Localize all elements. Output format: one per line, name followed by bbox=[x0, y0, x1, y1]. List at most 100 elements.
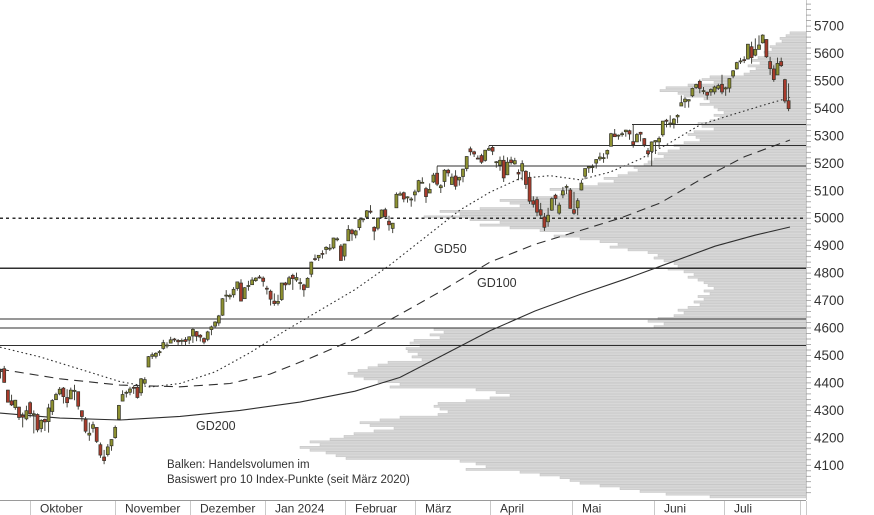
candle-body bbox=[749, 46, 754, 59]
volume-bar bbox=[489, 396, 807, 400]
candle-body bbox=[479, 155, 484, 163]
volume-bar bbox=[439, 336, 807, 339]
candle-body bbox=[327, 247, 332, 250]
candle-body bbox=[672, 118, 676, 125]
candle-body bbox=[568, 189, 573, 209]
price-levels bbox=[0, 124, 806, 346]
volume-bar bbox=[377, 380, 807, 383]
y-axis-label: 5100 bbox=[814, 183, 844, 198]
candle-body bbox=[442, 169, 447, 182]
candle-body bbox=[413, 191, 417, 196]
volume-bar bbox=[647, 251, 807, 254]
candle-body bbox=[261, 277, 266, 282]
candle-body bbox=[660, 120, 665, 136]
candle-body bbox=[742, 59, 747, 61]
volume-bar bbox=[465, 468, 807, 471]
volume-bar bbox=[627, 248, 807, 252]
volume-bar bbox=[329, 437, 807, 441]
volume-bar bbox=[549, 188, 807, 191]
candle-body bbox=[43, 419, 47, 423]
candle-body bbox=[601, 157, 606, 159]
volume-bar bbox=[459, 212, 807, 216]
volume-bar bbox=[653, 157, 807, 161]
candle-body bbox=[620, 133, 624, 136]
volume-bar bbox=[765, 53, 807, 57]
candle-body bbox=[635, 134, 639, 143]
candle-body bbox=[401, 192, 406, 200]
volume-bar bbox=[569, 231, 807, 235]
candle-body bbox=[764, 39, 769, 58]
y-axis-label: 4400 bbox=[814, 375, 844, 390]
candle-body bbox=[198, 334, 203, 338]
gd50-label: GD50 bbox=[434, 242, 467, 256]
candle-body bbox=[361, 218, 365, 221]
volume-bar bbox=[357, 369, 807, 372]
volume-bar bbox=[683, 141, 807, 145]
candle-body bbox=[135, 386, 140, 398]
candle-body bbox=[683, 98, 687, 103]
candle-body bbox=[231, 288, 236, 296]
candle-body bbox=[664, 119, 669, 122]
candle-body bbox=[294, 277, 299, 281]
candle-body bbox=[272, 300, 277, 304]
volume-bar bbox=[673, 314, 807, 318]
candle-body bbox=[46, 407, 51, 422]
y-axis-label: 4500 bbox=[814, 348, 844, 363]
candle-body bbox=[172, 338, 177, 341]
volume-bar bbox=[709, 292, 807, 296]
candle-body bbox=[98, 444, 103, 456]
candle-body bbox=[316, 254, 321, 259]
candle-body bbox=[446, 169, 451, 174]
gd50-line bbox=[0, 96, 791, 388]
volume-bar bbox=[627, 171, 807, 175]
candle-body bbox=[653, 140, 658, 143]
candle-body bbox=[250, 279, 254, 286]
candle-body bbox=[124, 391, 129, 394]
candle-body bbox=[786, 100, 791, 110]
candle-body bbox=[627, 130, 632, 135]
volume-bar bbox=[389, 385, 807, 389]
volume-bar bbox=[433, 328, 807, 331]
volume-bar bbox=[775, 42, 807, 46]
candle-body bbox=[20, 414, 25, 418]
volume-bar bbox=[325, 451, 807, 455]
volume-bar bbox=[343, 435, 807, 438]
candle-body bbox=[753, 49, 758, 56]
candle-body bbox=[128, 388, 132, 393]
candle-body bbox=[535, 199, 539, 213]
gd200-line bbox=[0, 226, 791, 421]
candle-body bbox=[579, 182, 584, 191]
volume-bar bbox=[347, 371, 807, 375]
volume-bar bbox=[703, 281, 807, 285]
volume-bar bbox=[447, 410, 807, 414]
candle-body bbox=[109, 439, 114, 447]
candle-body bbox=[194, 331, 199, 337]
candle-body bbox=[716, 85, 721, 89]
candle-body bbox=[557, 204, 562, 214]
volume-bar bbox=[465, 399, 807, 403]
candle-body bbox=[80, 410, 84, 417]
volume-bar bbox=[345, 457, 807, 460]
candle-body bbox=[564, 186, 569, 188]
candle-body bbox=[91, 424, 95, 429]
volume-bar bbox=[495, 391, 807, 394]
volume-bar bbox=[687, 133, 807, 136]
volume-bar bbox=[763, 50, 807, 54]
candle-body bbox=[609, 133, 613, 147]
volume-bar bbox=[519, 204, 807, 208]
candle-body bbox=[54, 394, 58, 401]
volume-bar bbox=[755, 67, 807, 70]
candle-body bbox=[409, 198, 414, 201]
month-label-april: April bbox=[500, 502, 524, 515]
volume-bar bbox=[701, 78, 807, 81]
candle-body bbox=[705, 91, 710, 96]
volume-bar bbox=[713, 113, 807, 117]
candle-body bbox=[498, 159, 502, 166]
volume-bar bbox=[617, 174, 807, 178]
candle-body bbox=[6, 389, 10, 403]
volume-bar bbox=[709, 119, 807, 123]
annotation-line: Basiswert pro 10 Index-Punkte (seit März… bbox=[167, 474, 410, 486]
candle-body bbox=[239, 282, 243, 302]
candle-body bbox=[542, 216, 547, 228]
